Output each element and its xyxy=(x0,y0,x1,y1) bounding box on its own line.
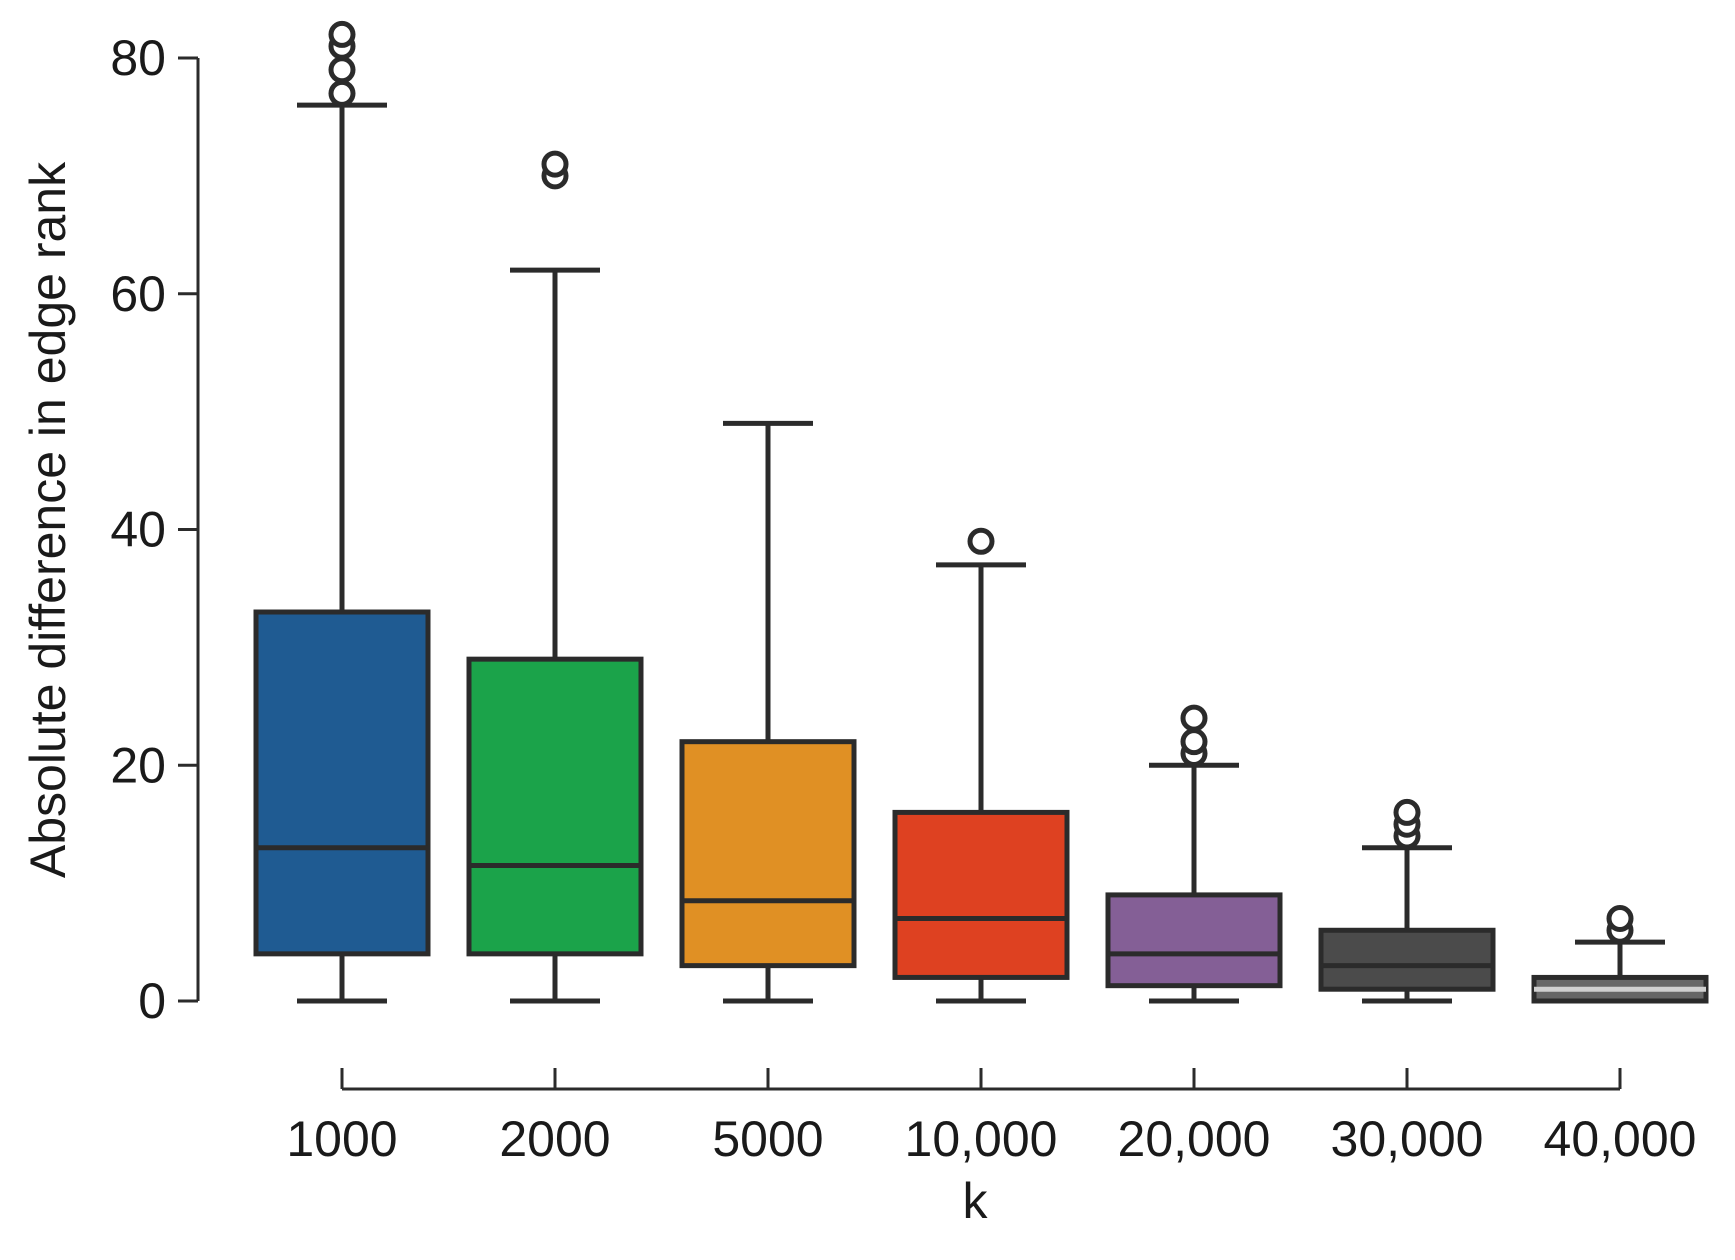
x-axis-title: k xyxy=(963,1173,989,1229)
box-group xyxy=(1105,704,1283,1004)
box-group xyxy=(892,527,1070,1004)
box-iqr xyxy=(466,656,644,957)
box-iqr xyxy=(1105,892,1283,989)
x-axis: 1000 2000 5000 10,000 20,000 30,000 40,000 xyxy=(286,1068,1696,1167)
outlier-point xyxy=(1393,798,1421,826)
box-group xyxy=(1318,798,1496,1004)
y-axis-title: Absolute difference in edge rank xyxy=(20,161,76,878)
y-tick-label: 60 xyxy=(110,266,166,322)
box-group xyxy=(679,420,857,1004)
outlier-point xyxy=(1180,704,1208,732)
outlier-point xyxy=(541,150,569,178)
outlier-point xyxy=(967,527,995,555)
outlier-point xyxy=(328,20,356,48)
y-axis: 0 20 40 60 80 xyxy=(110,30,200,1029)
box-iqr xyxy=(253,609,431,957)
y-tick-label: 0 xyxy=(138,973,166,1029)
box-iqr xyxy=(679,739,857,969)
x-tick-label: 10,000 xyxy=(905,1111,1058,1167)
x-tick-label: 20,000 xyxy=(1118,1111,1271,1167)
outlier-point xyxy=(328,79,356,107)
box-group xyxy=(253,20,431,1004)
outlier-point xyxy=(328,56,356,84)
x-tick-label: 40,000 xyxy=(1544,1111,1697,1167)
outlier-point xyxy=(1606,904,1634,932)
x-tick-label: 1000 xyxy=(286,1111,397,1167)
x-tick-label: 30,000 xyxy=(1331,1111,1484,1167)
box-iqr xyxy=(1318,927,1496,992)
y-tick-label: 20 xyxy=(110,737,166,793)
x-tick-label: 2000 xyxy=(499,1111,610,1167)
x-tick-label: 5000 xyxy=(712,1111,823,1167)
boxes xyxy=(253,20,1709,1004)
y-tick-label: 80 xyxy=(110,30,166,86)
box-group xyxy=(466,150,644,1004)
outlier-point xyxy=(1180,728,1208,756)
y-tick-label: 40 xyxy=(110,502,166,558)
box-iqr xyxy=(892,809,1070,980)
box-group xyxy=(1531,904,1709,1004)
